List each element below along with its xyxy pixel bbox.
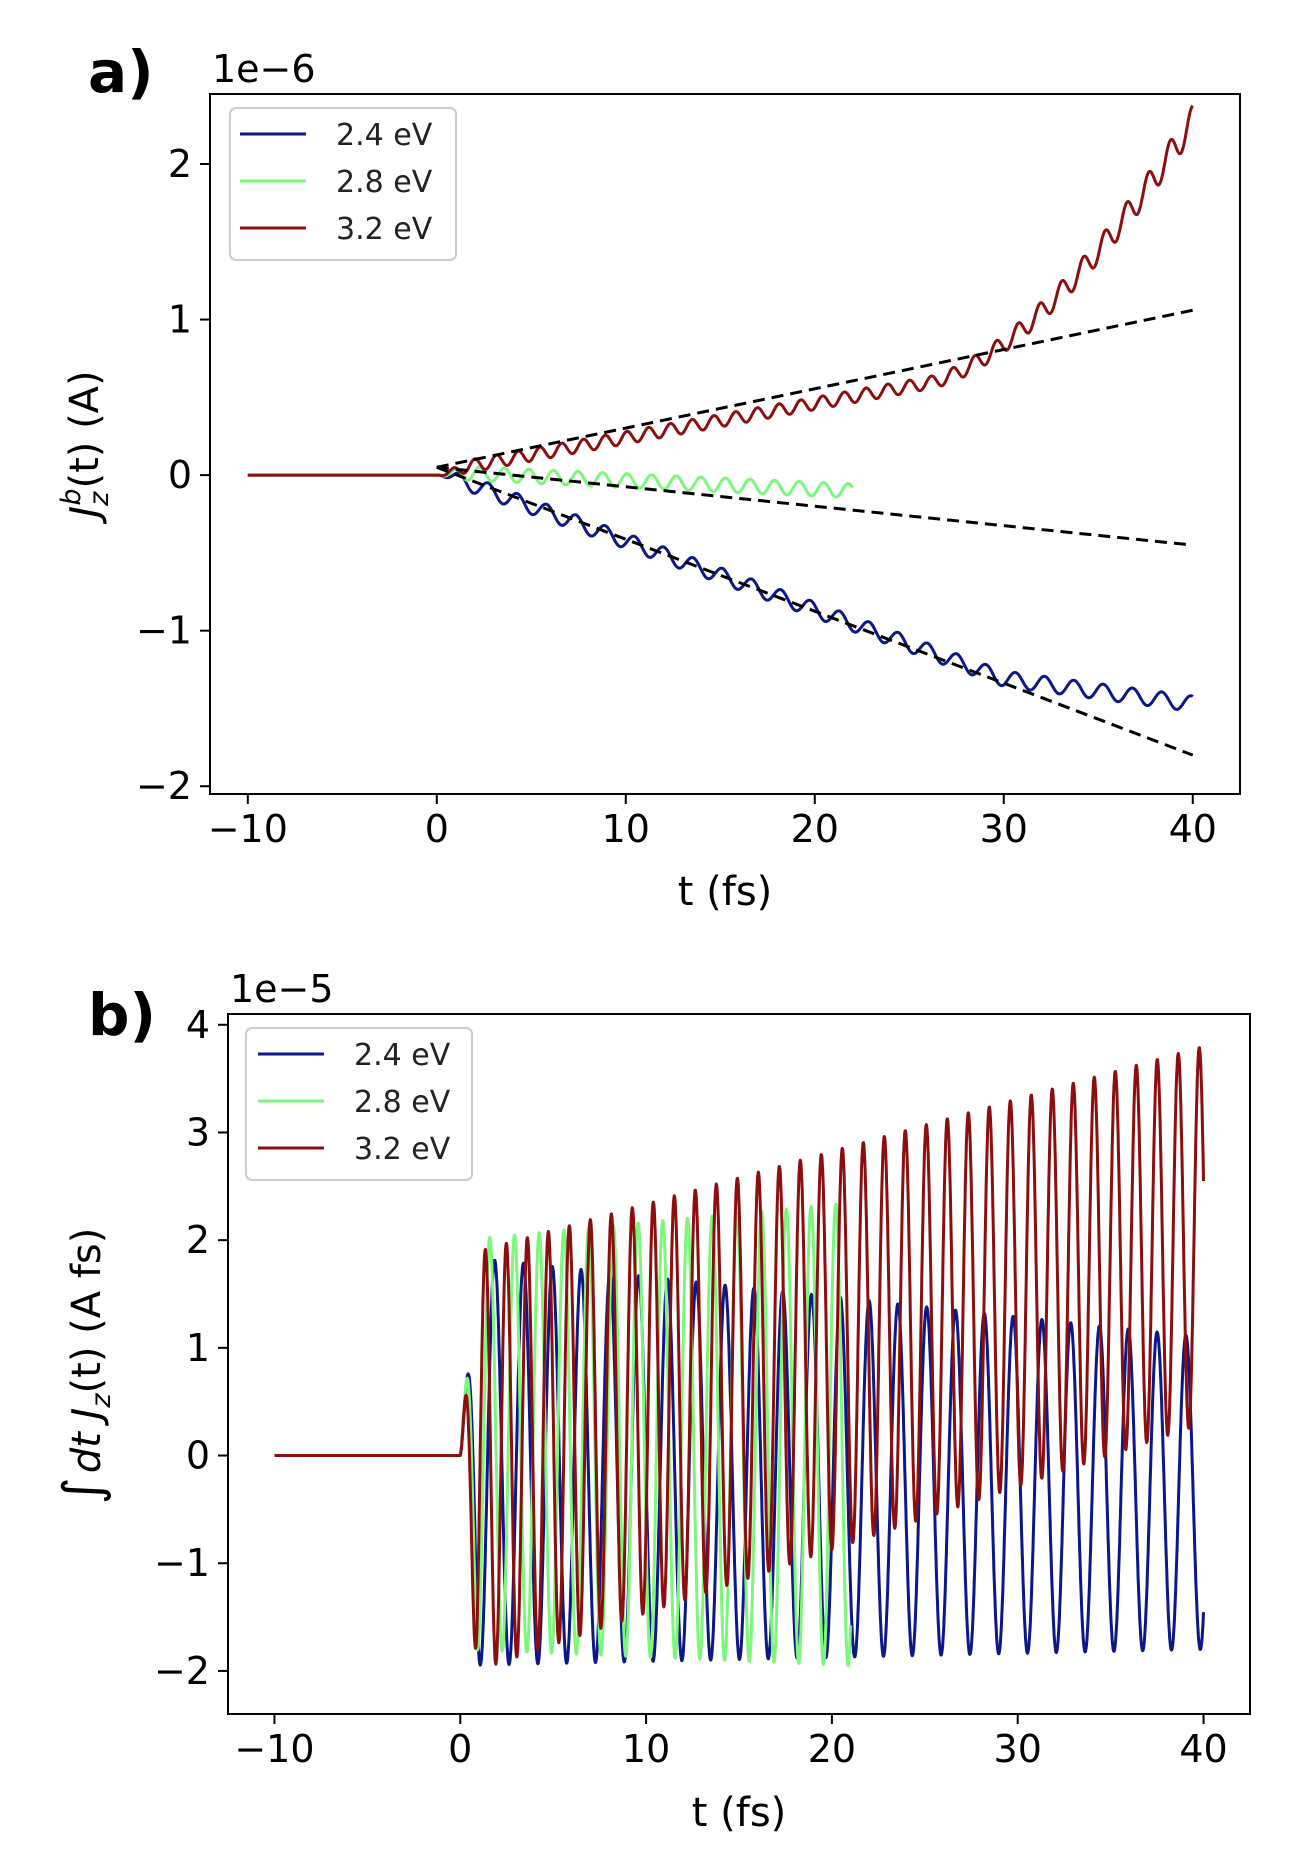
series-line [273, 1046, 1205, 1666]
fit-line [436, 308, 1194, 469]
panel-b-x-ticks: −10 0 10 20 30 40 [234, 1714, 1228, 1771]
panel-b-ylabel-integral: ∫ [53, 1477, 113, 1504]
fit-line [436, 465, 1194, 757]
y-tick-label: 2 [186, 1218, 210, 1262]
x-tick-label: −10 [234, 1727, 314, 1771]
panel-a-x-ticks: −10 0 10 20 30 40 [208, 794, 1217, 851]
series-line [246, 104, 1194, 477]
panel-b-plot-frame [227, 1013, 1251, 1715]
x-tick-label: 0 [448, 1727, 472, 1771]
y-tick-label: 2 [168, 142, 192, 186]
x-tick-label: 30 [994, 1727, 1042, 1771]
x-tick-label: 10 [602, 807, 650, 851]
y-tick-label: 1 [186, 1326, 210, 1370]
panel-b-x-axis-label: t (fs) [692, 1790, 787, 1836]
x-tick-label: 20 [808, 1727, 856, 1771]
panel-a-legend: 2.4 eV 2.8 eV 3.2 eV [229, 107, 457, 261]
legend-label: 3.2 eV [354, 1132, 451, 1167]
fit-line [436, 465, 1193, 547]
panel-b-y-axis-label: ∫ dt Jz(t) (A fs) [53, 1228, 117, 1505]
y-tick-label: −1 [136, 609, 192, 653]
x-tick-label: 20 [791, 807, 839, 851]
panel-b-y-ticks: −2 −1 0 1 2 3 4 [154, 1003, 228, 1693]
series-line [246, 465, 854, 499]
legend-label: 2.8 eV [336, 165, 433, 200]
legend-label: 2.8 eV [354, 1085, 451, 1120]
panel-b-ylabel-rest: (t) (A fs) [64, 1228, 110, 1394]
panel-a-series [246, 104, 1194, 711]
panel-b-label: b) [88, 981, 156, 1049]
x-tick-label: −10 [208, 807, 288, 851]
panel-b-series [273, 1046, 1205, 1667]
x-tick-label: 0 [425, 807, 449, 851]
panel-a-plot-frame [209, 93, 1241, 795]
panel-a-exponent-label: 1e−6 [212, 47, 316, 91]
y-tick-label: −2 [136, 764, 192, 808]
y-tick-label: 1 [168, 298, 192, 342]
x-tick-label: 30 [980, 807, 1028, 851]
legend-label: 2.4 eV [354, 1038, 451, 1073]
y-tick-label: 3 [186, 1110, 210, 1154]
panel-a-y-ticks: −2 −1 0 1 2 [136, 142, 210, 808]
y-tick-label: 0 [186, 1434, 210, 1478]
panel-a-y-axis-label: Jzb(t) (A) [56, 370, 115, 524]
y-tick-label: −2 [154, 1649, 210, 1693]
y-tick-label: −1 [154, 1541, 210, 1585]
panel-b-ylabel-sub: z [86, 1393, 117, 1409]
legend-label: 2.4 eV [336, 118, 433, 153]
x-tick-label: 40 [1179, 1727, 1227, 1771]
panel-b-legend: 2.4 eV 2.8 eV 3.2 eV [245, 1027, 473, 1181]
panel-a-ylabel-main: J [62, 506, 108, 525]
x-tick-label: 10 [622, 1727, 670, 1771]
panel-b-exponent-label: 1e−5 [230, 967, 334, 1011]
y-tick-label: 4 [186, 1003, 210, 1047]
panel-a-x-axis-label: t (fs) [678, 869, 773, 915]
panel-a-label: a) [88, 38, 154, 106]
series-line [246, 471, 1194, 711]
panel-b-legend-frame [245, 1027, 473, 1181]
panel-a-ylabel-sub: z [84, 491, 115, 507]
panel-a-ylabel-rest: (t) (A) [62, 370, 108, 488]
panel-a-fit-lines [436, 308, 1194, 757]
panel-a-ylabel-sup: b [56, 489, 87, 506]
panel-a-legend-frame [229, 107, 457, 261]
panel-b-ylabel-main: dt J [64, 1408, 110, 1474]
legend-label: 3.2 eV [336, 212, 433, 247]
x-tick-label: 40 [1169, 807, 1217, 851]
y-tick-label: 0 [168, 453, 192, 497]
